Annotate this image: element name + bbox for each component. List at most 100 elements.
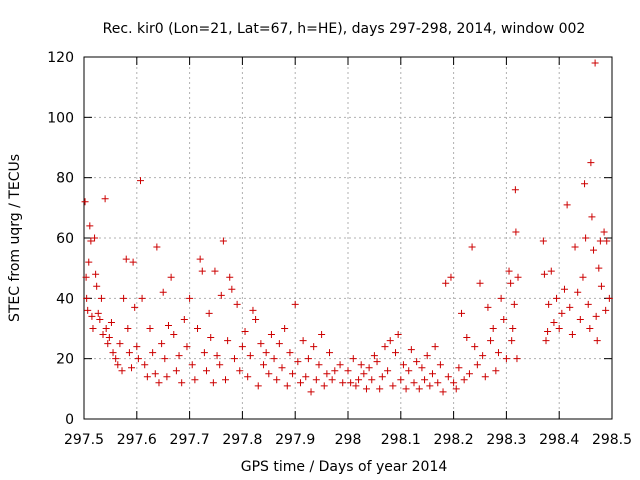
data-point	[571, 243, 579, 251]
x-tick-label: 298.5	[592, 432, 632, 448]
data-point	[584, 300, 592, 308]
data-point	[590, 246, 598, 254]
data-point	[302, 373, 310, 381]
y-tick-label: 80	[56, 171, 74, 187]
data-point	[586, 325, 594, 332]
y-tick-label: 120	[47, 50, 74, 66]
data-point	[514, 273, 522, 281]
data-point	[452, 385, 460, 393]
data-point	[289, 370, 297, 378]
data-point	[222, 376, 230, 384]
data-point	[481, 373, 489, 381]
data-point	[392, 349, 400, 357]
data-point	[410, 379, 418, 387]
y-axis-label: STEC from uqrg / TECUs	[7, 154, 23, 322]
data-point	[339, 379, 347, 387]
data-point	[84, 306, 92, 314]
data-point	[394, 331, 402, 339]
data-point	[200, 349, 208, 357]
data-point	[579, 273, 587, 281]
x-tick-label: 298.1	[381, 432, 421, 448]
data-point	[487, 337, 495, 345]
data-point	[107, 318, 115, 326]
x-axis-label: GPS time / Days of year 2014	[241, 459, 448, 475]
data-point	[236, 367, 244, 375]
data-point	[389, 382, 397, 390]
data-point	[153, 243, 161, 251]
x-tick-label: 298.4	[539, 432, 579, 448]
data-point	[205, 309, 213, 317]
data-point	[568, 331, 576, 339]
data-point	[415, 385, 423, 393]
data-point	[294, 358, 302, 366]
data-point	[211, 267, 219, 275]
data-point	[494, 349, 502, 357]
data-point	[349, 355, 357, 363]
data-point	[91, 234, 99, 242]
data-point	[510, 300, 518, 308]
data-point	[219, 237, 227, 245]
data-point	[138, 294, 146, 302]
data-point	[267, 331, 275, 339]
data-point	[128, 364, 136, 372]
data-point	[602, 306, 610, 314]
data-point	[114, 361, 122, 369]
data-point	[347, 379, 355, 387]
data-point	[228, 285, 236, 293]
data-point	[331, 367, 339, 375]
data-point	[505, 267, 513, 275]
data-point	[149, 349, 157, 357]
data-point	[442, 279, 450, 287]
data-point	[112, 355, 120, 363]
data-point	[122, 255, 130, 263]
data-point	[323, 370, 331, 378]
data-point	[355, 376, 363, 384]
data-point	[88, 312, 96, 320]
data-point	[492, 367, 500, 375]
data-point	[539, 237, 547, 245]
data-point	[418, 364, 426, 372]
data-point	[547, 267, 555, 275]
data-point	[265, 370, 273, 378]
data-point	[386, 337, 394, 345]
data-point	[563, 201, 571, 209]
y-tick-label: 100	[47, 110, 74, 126]
data-point	[196, 255, 204, 263]
data-point	[133, 343, 141, 351]
data-point	[202, 367, 210, 375]
data-point	[402, 385, 410, 393]
x-tick-label: 298.3	[486, 432, 526, 448]
data-point	[465, 370, 473, 378]
data-point	[588, 213, 596, 221]
data-point	[320, 382, 328, 390]
data-point	[307, 388, 315, 396]
data-point	[582, 234, 590, 242]
data-point	[603, 237, 611, 245]
data-point	[576, 315, 584, 323]
data-point	[378, 373, 386, 381]
data-point	[183, 343, 191, 351]
data-point	[512, 228, 520, 236]
x-tick-label: 298.2	[434, 432, 474, 448]
data-point	[209, 379, 217, 387]
data-point	[362, 385, 370, 393]
data-point	[455, 364, 463, 372]
data-point	[336, 361, 344, 369]
data-point	[376, 385, 384, 393]
data-point	[507, 279, 515, 287]
y-tick-label: 20	[56, 352, 74, 368]
data-point	[328, 376, 336, 384]
data-point	[508, 337, 516, 345]
data-point	[436, 361, 444, 369]
data-point	[105, 334, 113, 342]
data-point	[574, 288, 582, 296]
data-point	[513, 355, 521, 363]
data-point	[278, 364, 286, 372]
data-point	[397, 376, 405, 384]
data-point	[299, 337, 307, 345]
data-point	[597, 282, 605, 290]
data-point	[270, 355, 278, 363]
data-point	[244, 373, 252, 381]
data-point	[246, 352, 254, 360]
data-point	[605, 294, 613, 302]
